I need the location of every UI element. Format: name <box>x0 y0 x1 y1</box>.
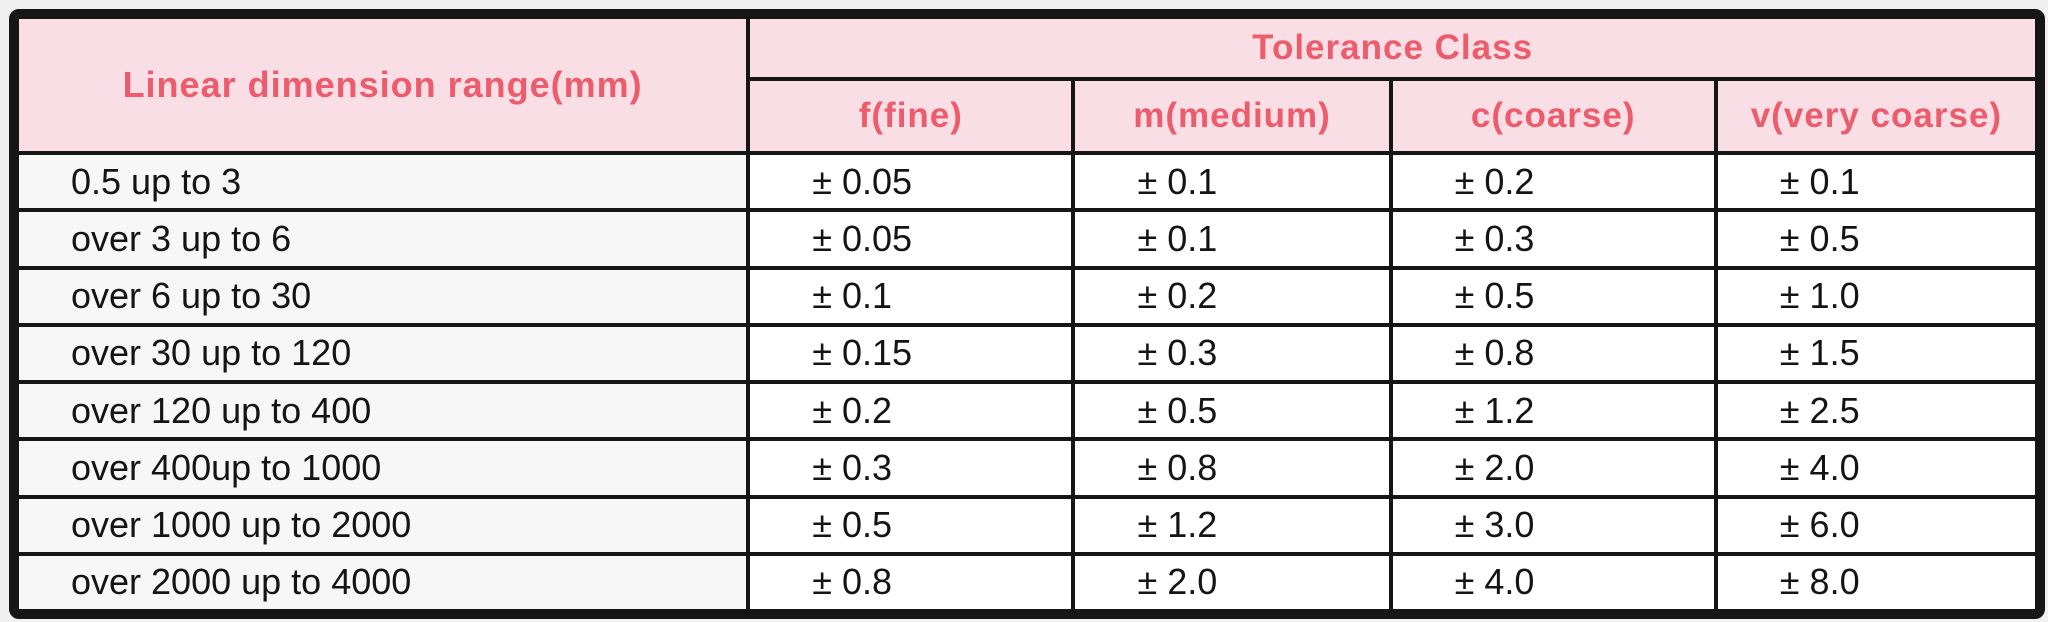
tolerance-table: Linear dimension range(mm) Tolerance Cla… <box>15 15 2039 613</box>
header-row-group: Linear dimension range(mm) Tolerance Cla… <box>15 15 2039 155</box>
table-header: Linear dimension range(mm) Tolerance Cla… <box>15 15 2039 155</box>
tolerance-value-fine: ± 0.05 <box>746 150 1076 213</box>
table-row: over 3 up to 6 ± 0.05 ± 0.1 ± 0.3 ± 0.5 <box>15 208 2039 270</box>
tolerance-value-very-coarse: ± 8.0 <box>1713 551 2039 613</box>
range-cell: over 120 up to 400 <box>15 379 751 442</box>
header-tolerance-class: Tolerance Class <box>746 15 2039 81</box>
tolerance-value-coarse: ± 0.2 <box>1388 150 1718 213</box>
tolerance-value-coarse: ± 2.0 <box>1388 437 1718 499</box>
range-cell: 0.5 up to 3 <box>15 150 751 213</box>
tolerance-value-very-coarse: ± 4.0 <box>1713 437 2039 499</box>
tolerance-value-very-coarse: ± 0.1 <box>1713 150 2039 213</box>
range-cell: over 3 up to 6 <box>15 208 751 270</box>
tolerance-value-medium: ± 0.2 <box>1071 265 1393 327</box>
table-row: over 2000 up to 4000 ± 0.8 ± 2.0 ± 4.0 ±… <box>15 551 2039 613</box>
tolerance-value-very-coarse: ± 0.5 <box>1713 208 2039 270</box>
tolerance-value-very-coarse: ± 1.5 <box>1713 322 2039 385</box>
range-cell: over 1000 up to 2000 <box>15 494 751 556</box>
tolerance-value-medium: ± 1.2 <box>1071 494 1393 556</box>
tolerance-value-coarse: ± 3.0 <box>1388 494 1718 556</box>
tolerance-value-medium: ± 0.1 <box>1071 150 1393 213</box>
tolerance-value-coarse: ± 4.0 <box>1388 551 1718 613</box>
tolerance-value-fine: ± 0.15 <box>746 322 1076 385</box>
tolerance-value-coarse: ± 0.5 <box>1388 265 1718 327</box>
table-body: 0.5 up to 3 ± 0.05 ± 0.1 ± 0.2 ± 0.1 ove… <box>15 150 2039 613</box>
tolerance-value-fine: ± 0.2 <box>746 379 1076 442</box>
table-row: over 1000 up to 2000 ± 0.5 ± 1.2 ± 3.0 ±… <box>15 494 2039 556</box>
header-class-medium: m(medium) <box>1071 77 1393 155</box>
tolerance-value-very-coarse: ± 2.5 <box>1713 379 2039 442</box>
table-row: 0.5 up to 3 ± 0.05 ± 0.1 ± 0.2 ± 0.1 <box>15 150 2039 213</box>
tolerance-value-very-coarse: ± 6.0 <box>1713 494 2039 556</box>
tolerance-table-frame: Linear dimension range(mm) Tolerance Cla… <box>9 9 2045 619</box>
tolerance-value-fine: ± 0.1 <box>746 265 1076 327</box>
table-row: over 400up to 1000 ± 0.3 ± 0.8 ± 2.0 ± 4… <box>15 437 2039 499</box>
header-row-classes: f(fine) m(medium) c(coarse) v(very coars… <box>17 77 2039 155</box>
tolerance-value-medium: ± 0.8 <box>1071 437 1393 499</box>
table-row: over 120 up to 400 ± 0.2 ± 0.5 ± 1.2 ± 2… <box>15 379 2039 442</box>
range-cell: over 2000 up to 4000 <box>15 551 751 613</box>
tolerance-value-coarse: ± 0.3 <box>1388 208 1718 270</box>
tolerance-value-fine: ± 0.3 <box>746 437 1076 499</box>
tolerance-value-medium: ± 0.1 <box>1071 208 1393 270</box>
tolerance-value-fine: ± 0.8 <box>746 551 1076 613</box>
tolerance-value-fine: ± 0.5 <box>746 494 1076 556</box>
tolerance-value-fine: ± 0.05 <box>746 208 1076 270</box>
range-cell: over 400up to 1000 <box>15 437 751 499</box>
tolerance-value-medium: ± 2.0 <box>1071 551 1393 613</box>
tolerance-value-medium: ± 0.3 <box>1071 322 1393 385</box>
table-row: over 30 up to 120 ± 0.15 ± 0.3 ± 0.8 ± 1… <box>15 322 2039 385</box>
header-class-very-coarse: v(very coarse) <box>1713 77 2039 155</box>
tolerance-value-medium: ± 0.5 <box>1071 379 1393 442</box>
header-linear-dimension-range: Linear dimension range(mm) <box>15 15 751 155</box>
table-row: over 6 up to 30 ± 0.1 ± 0.2 ± 0.5 ± 1.0 <box>15 265 2039 327</box>
tolerance-value-coarse: ± 1.2 <box>1388 379 1718 442</box>
range-cell: over 30 up to 120 <box>15 322 751 385</box>
header-class-fine: f(fine) <box>746 77 1076 155</box>
header-class-coarse: c(coarse) <box>1388 77 1718 155</box>
tolerance-value-coarse: ± 0.8 <box>1388 322 1718 385</box>
range-cell: over 6 up to 30 <box>15 265 751 327</box>
tolerance-value-very-coarse: ± 1.0 <box>1713 265 2039 327</box>
